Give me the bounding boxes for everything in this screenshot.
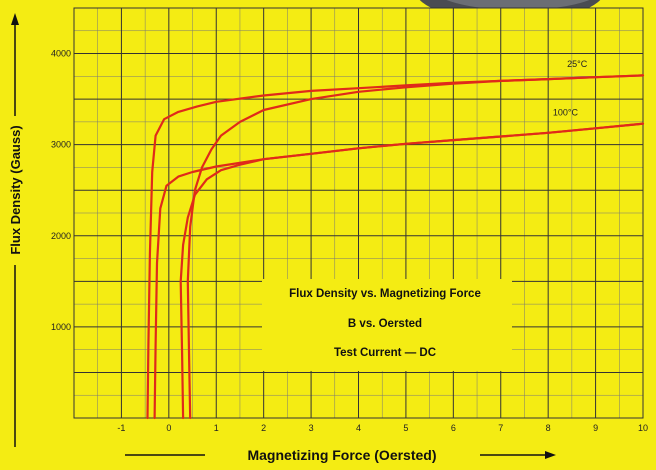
x-tick-label: 10: [638, 423, 648, 433]
chart-title-line-3: Test Current — DC: [334, 347, 436, 359]
chart-title-line-1: Flux Density vs. Magnetizing Force: [289, 288, 481, 300]
y-tick-label: 2000: [51, 231, 71, 241]
x-tick-label: 2: [261, 423, 266, 433]
y-tick-labels: 1000 2000 3000 4000: [51, 49, 71, 332]
y-tick-label: 4000: [51, 49, 71, 59]
series-line-100c-right: [179, 122, 645, 420]
y-axis-arrowhead: [11, 13, 19, 25]
core-photo: [446, 0, 590, 10]
curves: [146, 74, 645, 420]
x-tick-label: 5: [403, 423, 408, 433]
x-tick-label: 4: [356, 423, 361, 433]
x-tick-label: 8: [546, 423, 551, 433]
series-line-25c-right: [186, 74, 645, 420]
series-label: 100°C: [553, 108, 579, 118]
x-tick-label: 3: [309, 423, 314, 433]
y-tick-label: 1000: [51, 322, 71, 332]
x-axis-label: Magnetizing Force (Oersted): [247, 447, 436, 463]
x-tick-labels: -1 0 1 2 3 4 5 6 7 8 9 10: [117, 423, 648, 433]
x-tick-label: 7: [498, 423, 503, 433]
series-labels: 25°C 100°C: [553, 59, 588, 117]
y-tick-label: 3000: [51, 140, 71, 150]
x-tick-label: 0: [166, 423, 171, 433]
chart-title-line-2: B vs. Oersted: [348, 318, 422, 330]
x-tick-label: 9: [593, 423, 598, 433]
x-tick-label: -1: [117, 423, 125, 433]
x-axis-arrowhead: [545, 451, 556, 459]
series-label: 25°C: [567, 59, 588, 69]
title-box: [262, 279, 512, 371]
x-tick-label: 1: [214, 423, 219, 433]
x-tick-label: 6: [451, 423, 456, 433]
y-axis-label: Flux Density (Gauss): [8, 125, 23, 254]
